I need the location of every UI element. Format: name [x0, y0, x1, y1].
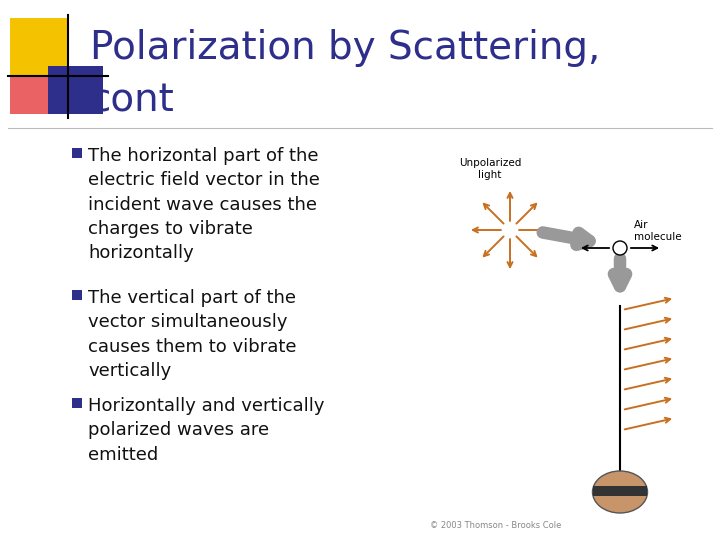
Circle shape [613, 241, 627, 255]
Bar [48, 66, 103, 114]
Bar [10, 18, 68, 76]
Text: Unpolarized
light: Unpolarized light [459, 158, 521, 180]
Text: Air
molecule: Air molecule [634, 220, 682, 242]
Bar [72, 398, 82, 408]
Text: © 2003 Thomson - Brooks Cole: © 2003 Thomson - Brooks Cole [430, 521, 562, 530]
Bar [72, 148, 82, 158]
Text: Polarization by Scattering,: Polarization by Scattering, [90, 29, 600, 67]
Bar [72, 290, 82, 300]
Bar [593, 486, 647, 496]
Text: The vertical part of the
vector simultaneously
causes them to vibrate
vertically: The vertical part of the vector simultan… [88, 289, 297, 380]
Text: The horizontal part of the
electric field vector in the
incident wave causes the: The horizontal part of the electric fiel… [88, 147, 320, 262]
Bar [10, 62, 60, 114]
Text: cont: cont [90, 81, 175, 119]
Ellipse shape [593, 471, 647, 513]
Text: Horizontally and vertically
polarized waves are
emitted: Horizontally and vertically polarized wa… [88, 397, 325, 464]
